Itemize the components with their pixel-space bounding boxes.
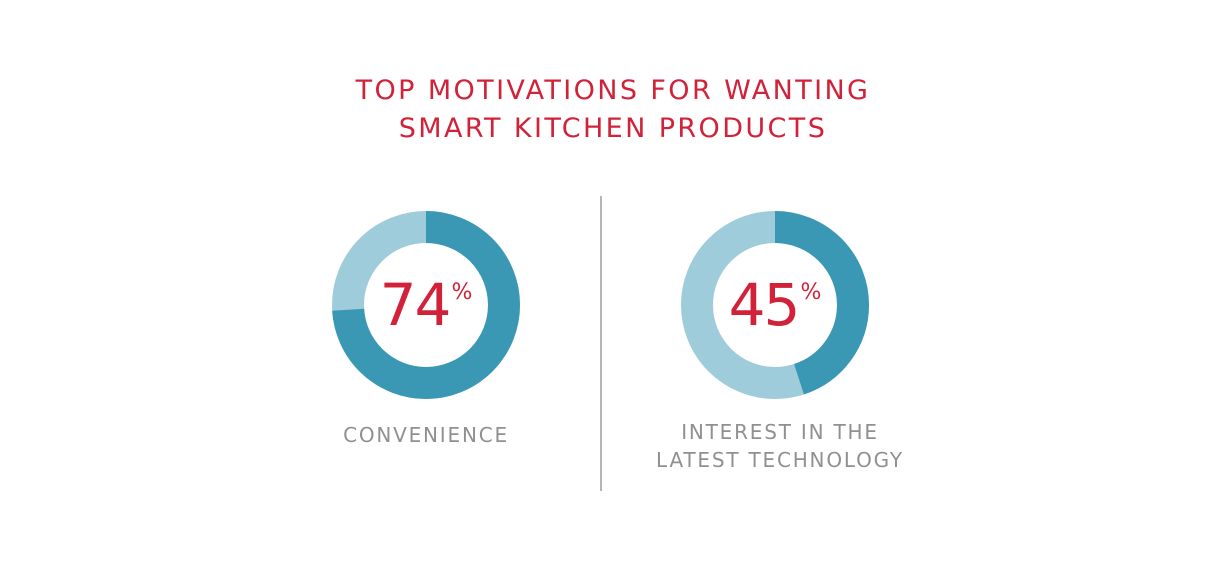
category-label-technology: INTEREST IN THE LATEST TECHNOLOGY [630, 418, 930, 474]
value-number: 45 [728, 271, 801, 339]
chart-title-line-1: TOP MOTIVATIONS FOR WANTING [355, 75, 871, 106]
chart-title-line-2: SMART KITCHEN PRODUCTS [398, 113, 828, 144]
category-label-line: INTEREST IN THE [681, 420, 879, 444]
percent-sign: % [800, 280, 822, 305]
divider [600, 196, 602, 491]
category-label-line: LATEST TECHNOLOGY [656, 448, 904, 472]
category-label-convenience: CONVENIENCE [326, 421, 526, 449]
donut-svg-convenience [332, 211, 520, 399]
value-label-technology: 45 % [680, 210, 870, 400]
donut-svg-technology [681, 211, 869, 399]
percent-sign: % [451, 280, 473, 305]
category-label-line: CONVENIENCE [343, 423, 509, 447]
value-label-convenience: 74 % [331, 210, 521, 400]
donut-chart-convenience: 74 % [331, 210, 521, 400]
value-number: 74 [379, 271, 452, 339]
donut-value-segment [332, 211, 520, 399]
donut-chart-technology: 45 % [680, 210, 870, 400]
donut-value-segment [681, 211, 869, 399]
